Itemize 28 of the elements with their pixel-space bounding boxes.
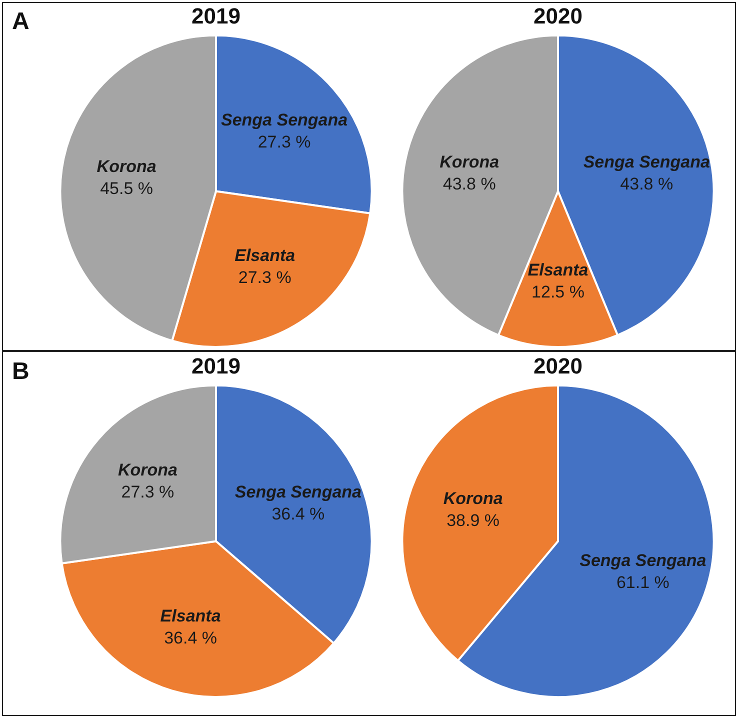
data-label: 45.5 % — [100, 179, 154, 198]
data-label: 61.1 % — [616, 572, 670, 592]
slice-label: Senga Sengana — [220, 110, 348, 130]
data-label: 12.5 % — [532, 282, 584, 302]
data-label: 43.8 % — [442, 174, 496, 194]
slice-label: Elsanta — [160, 606, 221, 626]
text: A — [12, 8, 30, 36]
chart-title: 2020 — [534, 353, 582, 378]
slice-label: Elsanta — [234, 246, 296, 265]
data-label: 27.3 % — [121, 482, 174, 502]
data-label: 27.3 % — [238, 268, 292, 287]
slice-label: Korona — [443, 489, 503, 508]
data-label: 36.4 % — [272, 504, 325, 524]
chart-title: 2019 — [192, 353, 240, 378]
data-label: 36.4 % — [164, 628, 218, 648]
chart-title: 2019 — [192, 3, 240, 28]
text: B — [12, 358, 30, 386]
slice-label: Korona — [118, 460, 178, 480]
chart-title: 2020 — [534, 3, 582, 28]
data-label: 38.9 % — [446, 511, 500, 530]
data-label: 27.3 % — [258, 132, 311, 152]
slice-label: Korona — [96, 157, 156, 176]
data-label: 43.8 % — [620, 174, 674, 194]
slice-label: Senga Sengana — [583, 152, 710, 172]
slice-label: Senga Sengana — [580, 550, 706, 570]
slice-label: Senga Sengana — [234, 482, 362, 502]
slice-label: Elsanta — [528, 260, 588, 280]
slice-label: Korona — [440, 152, 500, 172]
